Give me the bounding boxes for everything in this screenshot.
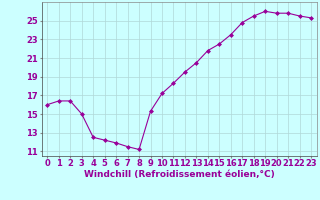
X-axis label: Windchill (Refroidissement éolien,°C): Windchill (Refroidissement éolien,°C) — [84, 170, 275, 179]
